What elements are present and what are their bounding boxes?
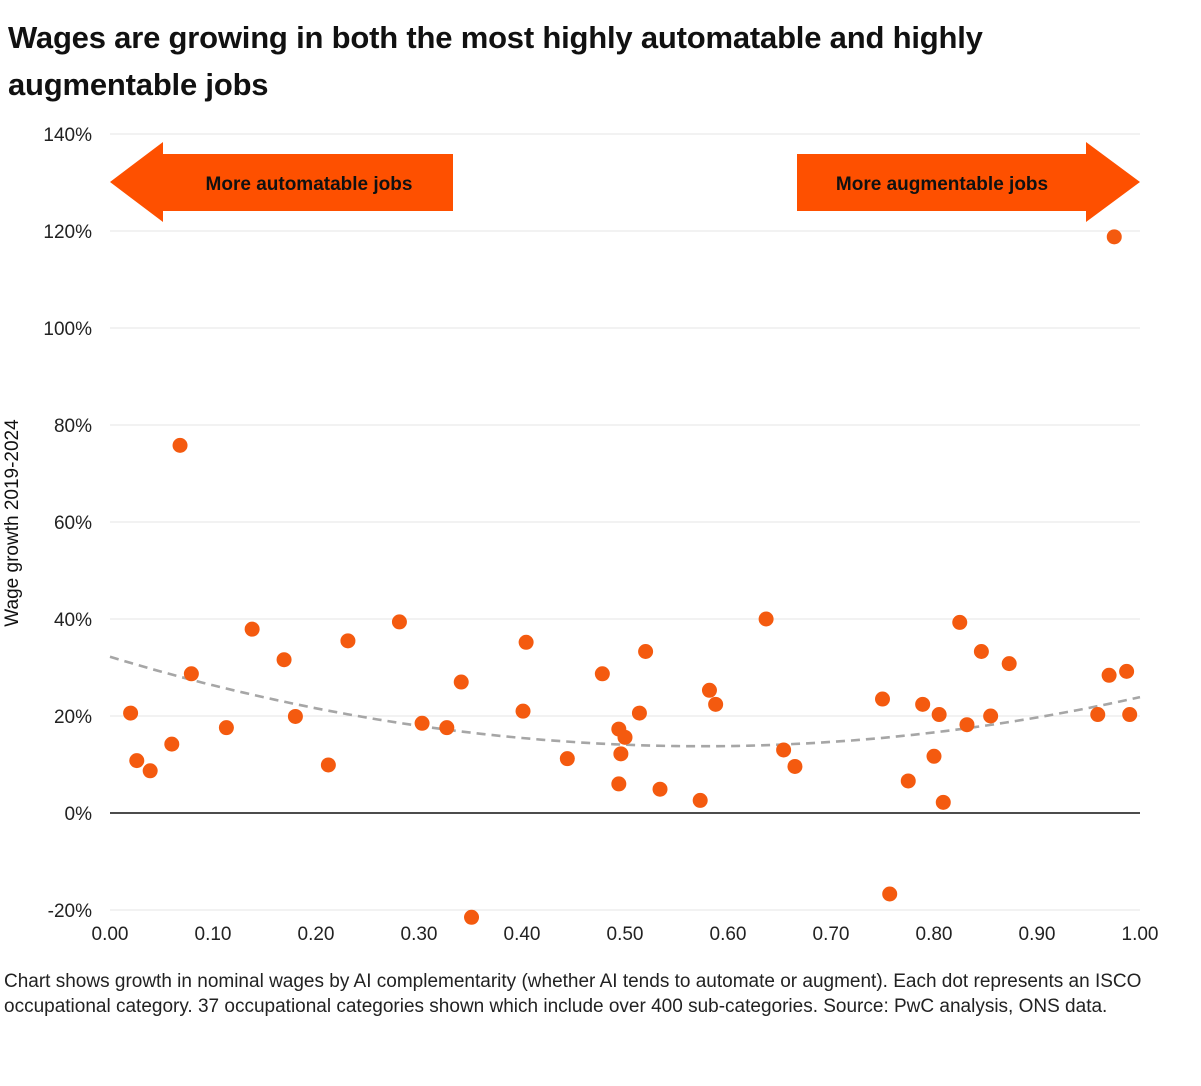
data-point	[776, 742, 792, 758]
data-point	[391, 614, 407, 630]
data-point	[935, 794, 951, 810]
automatable-arrow	[110, 142, 453, 222]
y-tick-label: 20%	[54, 707, 92, 728]
data-point	[123, 705, 139, 721]
y-tick-label: 60%	[54, 513, 92, 534]
x-tick-label: 0.90	[1019, 924, 1056, 945]
data-point	[594, 666, 610, 682]
data-point	[1101, 667, 1117, 683]
data-point	[638, 643, 654, 659]
data-point	[931, 707, 947, 723]
x-tick-label: 0.70	[813, 924, 850, 945]
x-tick-label: 1.00	[1122, 924, 1159, 945]
data-point	[142, 763, 158, 779]
x-tick-label: 0.30	[401, 924, 438, 945]
data-point	[244, 621, 260, 637]
data-point	[518, 634, 534, 650]
data-point	[617, 729, 633, 745]
chart-caption: Chart shows growth in nominal wages by A…	[4, 971, 1142, 1017]
data-point	[320, 757, 336, 773]
data-point	[464, 909, 480, 925]
data-point	[875, 691, 890, 707]
x-tick-label: 0.60	[710, 924, 747, 945]
direction-arrows: More automatable jobs More augmentable j…	[110, 142, 1140, 222]
x-tick-label: 0.10	[195, 924, 232, 945]
data-point	[164, 736, 180, 752]
data-point	[439, 720, 455, 736]
data-point	[708, 696, 724, 712]
data-point	[218, 720, 234, 736]
data-point	[983, 708, 999, 724]
data-point	[787, 758, 803, 774]
chart-title: Wages are growing in both the most highl…	[8, 20, 983, 102]
data-point	[915, 696, 931, 712]
x-tick-label: 0.80	[916, 924, 953, 945]
data-point	[952, 614, 968, 630]
data-point	[1119, 663, 1135, 679]
y-tick-label: -20%	[48, 901, 92, 922]
y-tick-label: 140%	[43, 125, 92, 146]
data-point	[1106, 229, 1122, 245]
data-point	[1001, 656, 1017, 672]
data-point	[340, 633, 356, 649]
data-point	[1122, 707, 1138, 723]
data-point	[287, 708, 303, 724]
x-tick-label: 0.00	[92, 924, 129, 945]
data-point	[129, 753, 145, 769]
y-tick-label: 100%	[43, 319, 92, 340]
x-tick-label: 0.40	[504, 924, 541, 945]
automatable-arrow-label: More automatable jobs	[206, 174, 413, 195]
data-point	[276, 652, 292, 668]
gridlines	[110, 133, 1140, 911]
data-point	[692, 792, 708, 808]
data-points	[123, 229, 1138, 925]
data-point	[613, 746, 629, 762]
data-point	[515, 703, 531, 719]
augmentable-arrow-label: More augmentable jobs	[836, 174, 1048, 195]
data-point	[183, 666, 199, 682]
y-tick-label: 80%	[54, 416, 92, 437]
data-point	[453, 674, 469, 690]
data-point	[882, 886, 898, 902]
y-axis-label: Wage growth 2019-2024	[2, 419, 23, 627]
data-point	[1090, 707, 1106, 723]
data-point	[611, 776, 627, 792]
data-point	[701, 682, 717, 698]
data-point	[414, 715, 430, 731]
data-point	[172, 437, 188, 453]
y-tick-label: 120%	[43, 222, 92, 243]
data-point	[973, 643, 989, 659]
data-point	[631, 705, 647, 721]
data-point	[900, 773, 916, 789]
augmentable-arrow	[797, 142, 1140, 222]
axis-ticks: -20% 0% 20% 40% 60% 80% 100% 120% 140% 0.00 0.10 0.…	[43, 125, 1158, 945]
data-point	[758, 611, 774, 627]
data-point	[559, 751, 575, 767]
data-point	[926, 748, 942, 764]
y-tick-label: 40%	[54, 610, 92, 631]
y-tick-label: 0%	[65, 804, 93, 825]
data-point	[652, 781, 668, 797]
data-point	[959, 717, 975, 733]
x-tick-label: 0.20	[298, 924, 335, 945]
x-tick-label: 0.50	[607, 924, 644, 945]
